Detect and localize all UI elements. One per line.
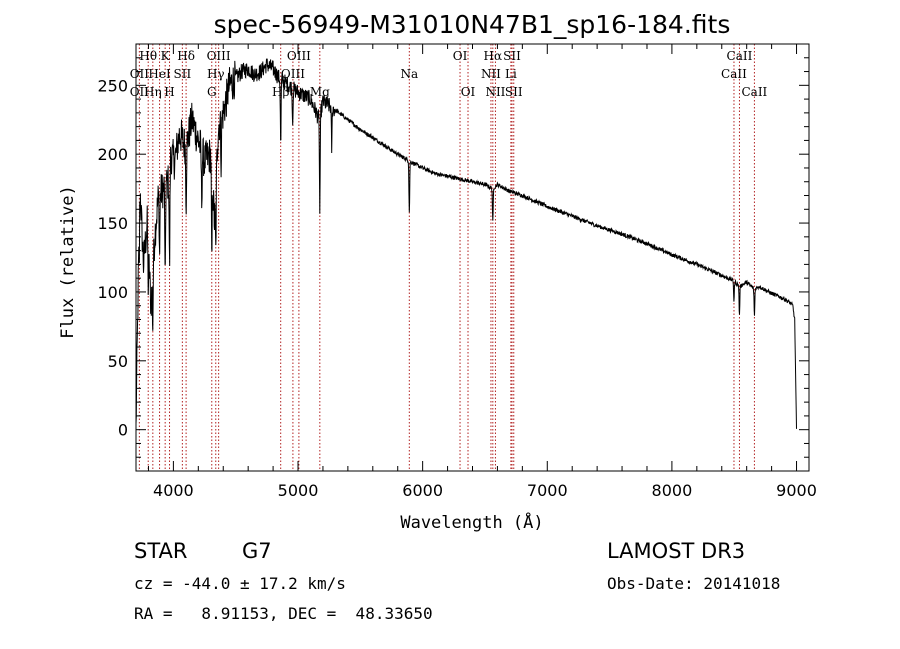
object-subclass: G7 xyxy=(242,539,272,563)
redshift-readout: cz = -44.0 ± 17.2 km/s xyxy=(134,574,346,593)
line-marker-label: Hη xyxy=(144,85,162,99)
line-marker-label: NII xyxy=(481,67,501,81)
line-marker-label: OI xyxy=(453,49,468,63)
line-marker-label: Hδ xyxy=(177,49,195,63)
line-marker-label: SII xyxy=(174,67,192,81)
x-ticks: 4000 5000 6000 7000 8000 9000 xyxy=(147,44,817,500)
line-marker-label: OII xyxy=(130,85,150,99)
obs-date: Obs-Date: 20141018 xyxy=(607,574,781,593)
line-marker-label: Na xyxy=(400,67,418,81)
line-marker-label: SII xyxy=(505,85,523,99)
line-marker-label: CaII xyxy=(741,85,767,99)
line-marker-label: OI xyxy=(461,85,476,99)
y-tick-label: 50 xyxy=(108,352,128,371)
x-tick-label: 7000 xyxy=(527,481,568,500)
y-tick-label: 0 xyxy=(118,421,128,440)
x-tick-label: 4000 xyxy=(153,481,194,500)
survey-label: LAMOST DR3 xyxy=(607,539,746,563)
line-marker-label: Hθ xyxy=(139,49,157,63)
y-axis-label: Flux (relative) xyxy=(58,185,78,339)
y-tick-label: 100 xyxy=(97,283,128,302)
line-marker-label: OII xyxy=(130,67,150,81)
line-marker-label: Mg xyxy=(310,85,330,99)
line-marker-label: CaII xyxy=(721,67,747,81)
x-axis-label: Wavelength (Å) xyxy=(400,511,543,533)
line-marker-label: SII xyxy=(503,49,521,63)
line-marker-label: NII xyxy=(485,85,505,99)
line-marker-label: CaII xyxy=(727,49,753,63)
y-tick-label: 150 xyxy=(97,214,128,233)
chart-title: spec-56949-M31010N47B1_sp16-184.fits xyxy=(214,10,731,39)
y-tick-label: 200 xyxy=(97,145,128,164)
plot-frame xyxy=(135,43,810,472)
y-ticks: 0 50 100 150 200 250 xyxy=(97,43,809,458)
line-marker-label: Hα xyxy=(484,49,503,63)
coordinates: RA = 8.91153, DEC = 48.33650 xyxy=(134,604,433,623)
line-marker-label: OIII xyxy=(207,49,231,63)
line-markers xyxy=(138,44,755,471)
line-marker-label: G xyxy=(207,85,217,99)
x-tick-label: 5000 xyxy=(278,481,319,500)
line-marker-label: Hγ xyxy=(207,67,225,81)
x-tick-label: 8000 xyxy=(652,481,693,500)
line-marker-label: HeI xyxy=(148,67,171,81)
line-marker-label: H xyxy=(164,85,174,99)
y-tick-label: 250 xyxy=(97,76,128,95)
x-tick-label: 9000 xyxy=(776,481,817,500)
line-marker-label: Li xyxy=(505,67,517,81)
spectrum-line xyxy=(135,58,797,429)
x-tick-label: 6000 xyxy=(402,481,443,500)
line-marker-label: K xyxy=(161,49,171,63)
object-class: STAR xyxy=(134,539,188,563)
line-marker-label: OIII xyxy=(287,49,311,63)
